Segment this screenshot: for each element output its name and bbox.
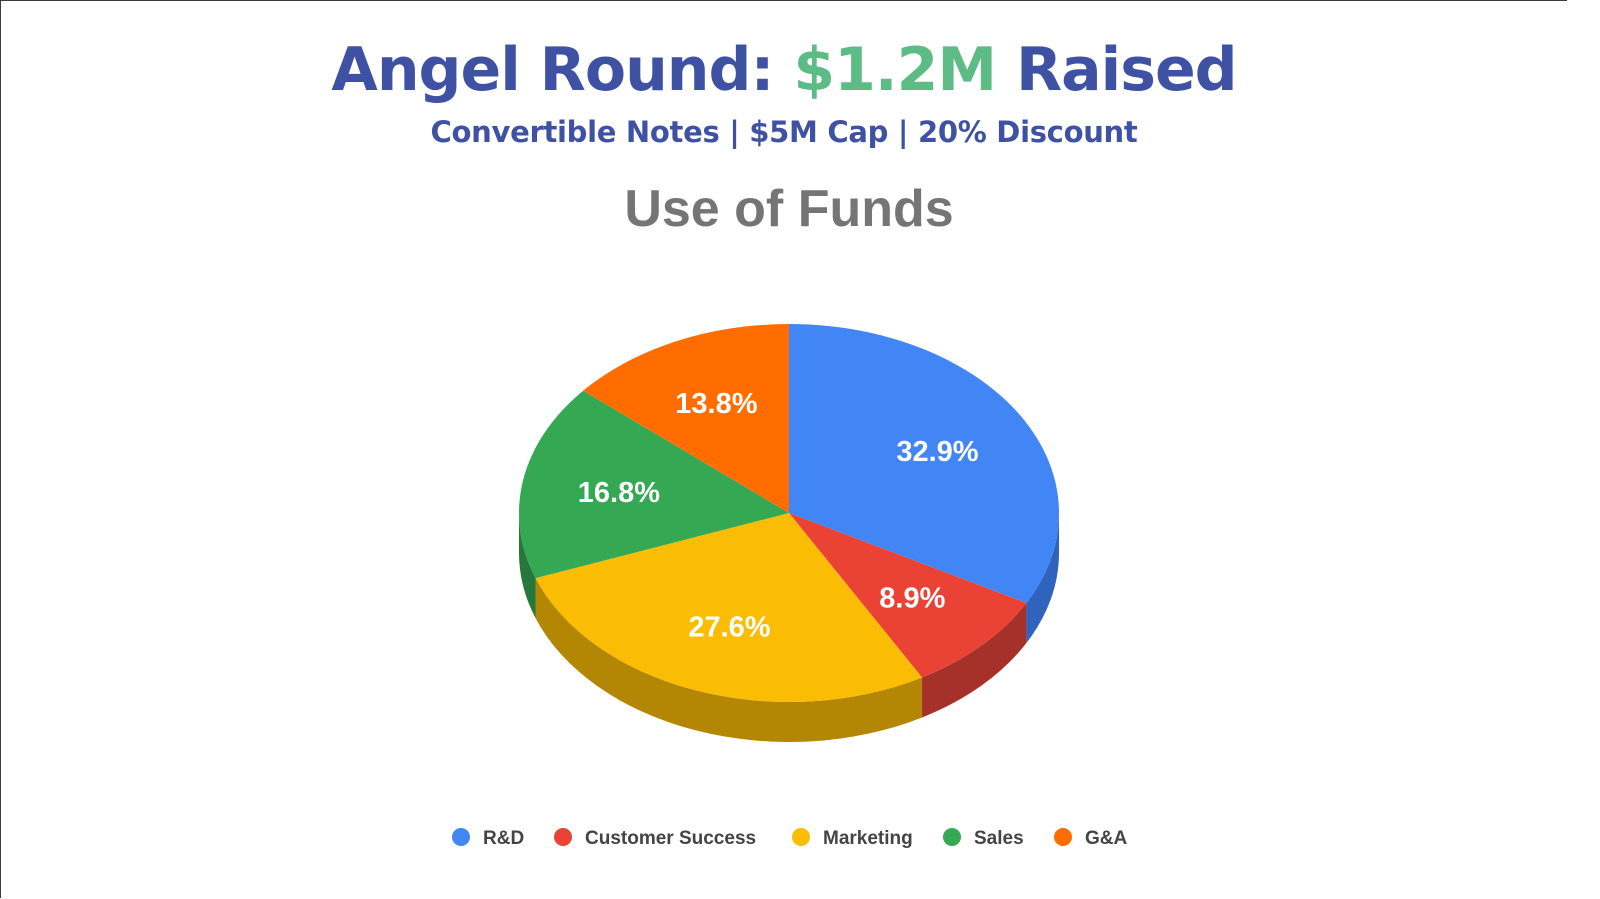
legend-item-marketing: Marketing [792, 828, 913, 849]
slide: Angel Round: $1.2M Raised Convertible No… [0, 0, 1567, 898]
pie-side-randd [1026, 513, 1059, 644]
pie-top [519, 324, 1059, 702]
legend-item-ganda: G&A [1054, 828, 1128, 849]
data-label-ganda: 13.8% [675, 388, 757, 420]
data-label-sales: 16.8% [578, 477, 660, 509]
legend-item-randd: R&D [452, 828, 524, 849]
data-label-randd: 32.9% [896, 436, 978, 468]
headline-suffix: Raised [996, 35, 1238, 105]
pie-side-marketing [535, 578, 923, 742]
pie-slice-sales [519, 390, 789, 579]
subheadline: Convertible Notes | $5M Cap | 20% Discou… [430, 115, 1138, 149]
legend-item-sales: Sales [943, 828, 1024, 849]
use-of-funds-chart: Use of Funds 32.9% 8.9% 27.6% 16.8% 13.8% R&… [452, 180, 1128, 849]
pie-side-sales [519, 513, 536, 619]
legend-swatch-marketing [792, 828, 810, 846]
legend-label-randd: R&D [483, 828, 524, 849]
chart-legend: R&D Customer Success Marketing Sales G&A [452, 828, 1128, 849]
pie-slice-customer-success [789, 513, 1027, 678]
pie-side-walls [519, 513, 1059, 742]
pie-slice-ganda [583, 324, 789, 513]
legend-label-sales: Sales [974, 828, 1024, 849]
legend-swatch-sales [943, 828, 961, 846]
legend-swatch-ganda [1054, 828, 1072, 846]
headline: Angel Round: $1.2M Raised [1, 35, 1567, 105]
chart-title: Use of Funds [624, 180, 953, 238]
pie-slice-randd [789, 324, 1059, 604]
headline-amount: $1.2M [793, 35, 997, 105]
headline-prefix: Angel Round: [331, 35, 794, 105]
pie-slice-marketing [535, 513, 923, 702]
legend-label-marketing: Marketing [823, 828, 913, 849]
legend-label-customer-success: Customer Success [585, 828, 756, 849]
data-label-marketing: 27.6% [688, 612, 770, 644]
legend-swatch-customer-success [554, 828, 572, 846]
data-label-customer-success: 8.9% [879, 583, 945, 615]
legend-label-ganda: G&A [1085, 828, 1128, 849]
legend-swatch-randd [452, 828, 470, 846]
legend-item-customer-success: Customer Success [554, 828, 756, 849]
pie-side-customer-success [922, 603, 1027, 718]
pie-labels: 32.9% 8.9% 27.6% 16.8% 13.8% [578, 388, 979, 643]
